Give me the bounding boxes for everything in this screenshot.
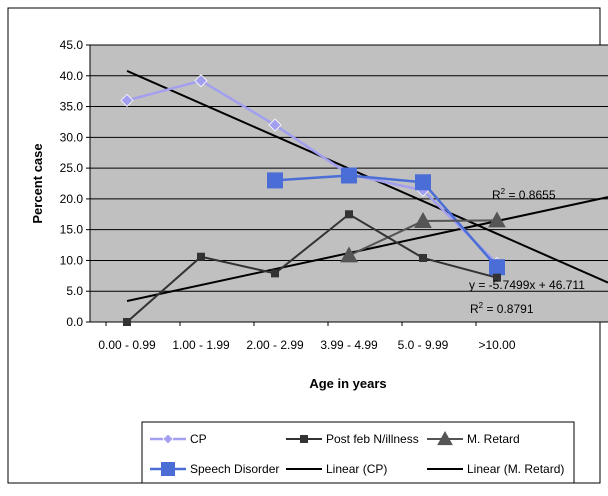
x-tick-label: 5.0 - 9.99 xyxy=(398,338,449,352)
data-point-post-feb-n-illness xyxy=(419,253,427,262)
x-tick-label: 2.00 - 2.99 xyxy=(246,338,304,352)
y-axis-title: Percent case xyxy=(30,143,45,223)
data-point-cp xyxy=(268,118,282,132)
y-tick-label: 20.0 xyxy=(60,192,84,206)
x-tick-label: >10.00 xyxy=(478,338,515,352)
data-point-cp xyxy=(120,93,134,107)
legend-label-m-retard: M. Retard xyxy=(467,432,520,446)
legend-marker-speech-disorder xyxy=(161,462,175,476)
x-tick-label: 0.00 - 0.99 xyxy=(98,338,156,352)
x-axis-title: Age in years xyxy=(309,376,386,391)
y-tick-label: 5.0 xyxy=(66,284,83,298)
legend-marker-cp xyxy=(162,433,174,445)
y-tick-label: 35.0 xyxy=(60,100,84,114)
legend-label-cp: CP xyxy=(190,432,207,446)
legend-label-linear-cp: Linear (CP) xyxy=(326,462,387,476)
legend-label-post-feb-n-illness: Post feb N/illness xyxy=(326,432,419,446)
legend-box xyxy=(141,421,575,484)
y-tick-label: 45.0 xyxy=(60,38,84,52)
data-point-post-feb-n-illness xyxy=(493,273,501,282)
data-point-m-retard xyxy=(340,246,358,263)
data-point-cp xyxy=(194,74,208,88)
data-point-speech-disorder xyxy=(489,259,505,276)
data-point-m-retard xyxy=(414,212,432,228)
y-tick-label: 25.0 xyxy=(60,161,84,175)
y-tick-label: 10.0 xyxy=(60,253,84,267)
legend-marker-post-feb-n-illness xyxy=(300,435,308,443)
series-line-post-feb-n-illness xyxy=(126,213,498,323)
series-line-speech-disorder xyxy=(274,174,498,269)
y-tick-label: 40.0 xyxy=(60,69,84,83)
data-point-speech-disorder xyxy=(415,174,431,191)
trend-equation-cp-label: y = -5.7499x + 46.711 xyxy=(469,278,585,292)
x-tick-label: 3.99 - 4.99 xyxy=(320,338,378,352)
series-line-cp xyxy=(126,79,498,265)
data-point-speech-disorder xyxy=(341,167,357,184)
data-point-post-feb-n-illness xyxy=(271,269,279,278)
data-point-post-feb-n-illness xyxy=(123,318,131,326)
plot-area xyxy=(90,45,608,322)
data-point-speech-disorder xyxy=(267,172,283,189)
x-tick-label: 1.00 - 1.99 xyxy=(172,338,230,352)
legend-label-linear-m-retard: Linear (M. Retard) xyxy=(467,462,564,476)
r-squared-cp-label: R2 = 0.8791 xyxy=(470,301,534,316)
legend-label-speech-disorder: Speech Disorder xyxy=(190,462,279,476)
y-tick-label: 15.0 xyxy=(60,223,84,237)
trendline-linear-m-retard- xyxy=(126,196,608,303)
r-squared-m-retard-label: R2 = 0.8655 xyxy=(492,187,556,202)
y-tick-label: 30.0 xyxy=(60,130,84,144)
data-point-post-feb-n-illness xyxy=(345,210,353,219)
data-point-m-retard xyxy=(488,211,506,228)
y-tick-label: 0.0 xyxy=(66,315,83,329)
data-point-post-feb-n-illness xyxy=(197,252,205,261)
legend-marker-m-retard xyxy=(437,430,453,446)
